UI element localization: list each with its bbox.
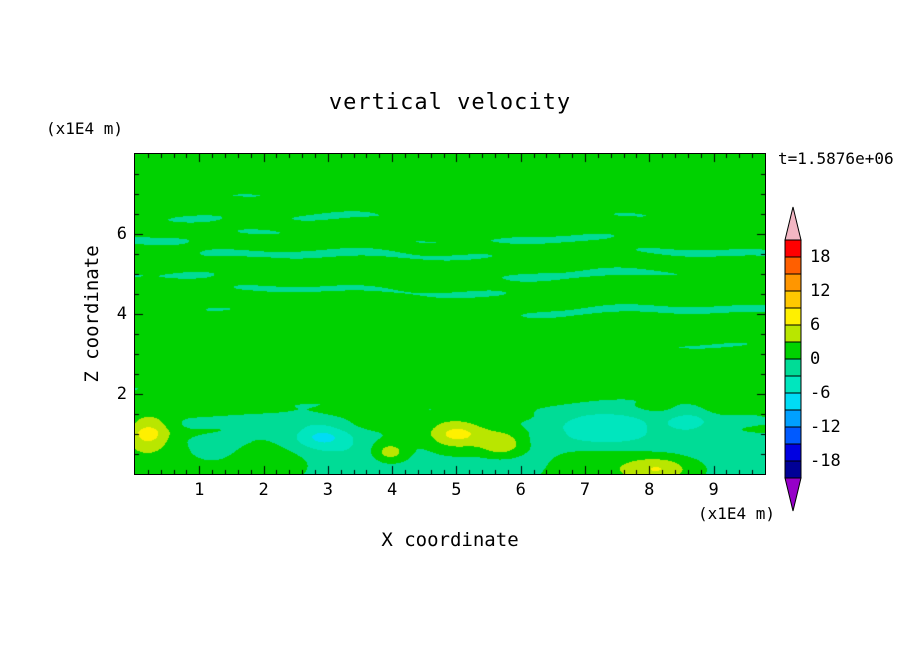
x-axis-unit-label: (x1E4 m) bbox=[697, 504, 775, 523]
z-axis-unit-label: (x1E4 m) bbox=[46, 119, 124, 138]
colorbar-over-range-arrow bbox=[784, 206, 802, 241]
colorbar-segment bbox=[784, 307, 802, 326]
colorbar-under-range-arrow bbox=[784, 477, 802, 512]
plot-title: vertical velocity bbox=[328, 90, 572, 115]
colorbar-segment bbox=[784, 375, 802, 394]
colorbar-tick-label: 18 bbox=[810, 247, 831, 267]
colorbar bbox=[784, 206, 802, 512]
z-tick-label: 6 bbox=[116, 224, 127, 244]
colorbar-segment bbox=[784, 409, 802, 428]
z-tick-label: 2 bbox=[116, 384, 127, 404]
colorbar-tick-label: 0 bbox=[810, 349, 821, 369]
colorbar-segment bbox=[784, 324, 802, 343]
x-tick-label: 8 bbox=[644, 480, 655, 500]
colorbar-tick-label: -6 bbox=[810, 383, 831, 403]
contour-field-canvas bbox=[135, 154, 765, 474]
colorbar-segment bbox=[784, 392, 802, 411]
colorbar-segment bbox=[784, 239, 802, 258]
colorbar-tick-label: -12 bbox=[810, 417, 841, 437]
colorbar-tick-label: 12 bbox=[810, 281, 831, 301]
x-tick-label: 3 bbox=[322, 480, 333, 500]
colorbar-tick-label: -18 bbox=[810, 451, 841, 471]
colorbar-segment bbox=[784, 290, 802, 309]
x-tick-label: 2 bbox=[258, 480, 269, 500]
plot-frame bbox=[134, 153, 766, 475]
x-axis-title: X coordinate bbox=[381, 529, 519, 551]
x-tick-label: 7 bbox=[579, 480, 591, 500]
colorbar-segment bbox=[784, 341, 802, 360]
z-tick-label: 4 bbox=[116, 304, 127, 324]
x-tick-label: 9 bbox=[708, 480, 719, 500]
time-annotation: t=1.5876e+06 bbox=[778, 149, 894, 168]
x-tick-label: 1 bbox=[194, 480, 205, 500]
colorbar-segment bbox=[784, 426, 802, 445]
colorbar-segment bbox=[784, 256, 802, 275]
x-tick-label: 4 bbox=[387, 480, 398, 500]
colorbar-segment bbox=[784, 358, 802, 377]
colorbar-segment bbox=[784, 443, 802, 462]
x-tick-label: 6 bbox=[515, 480, 526, 500]
x-tick-label: 5 bbox=[451, 480, 462, 500]
colorbar-tick-label: 6 bbox=[810, 315, 821, 335]
colorbar-segment bbox=[784, 273, 802, 292]
colorbar-segment bbox=[784, 460, 802, 479]
